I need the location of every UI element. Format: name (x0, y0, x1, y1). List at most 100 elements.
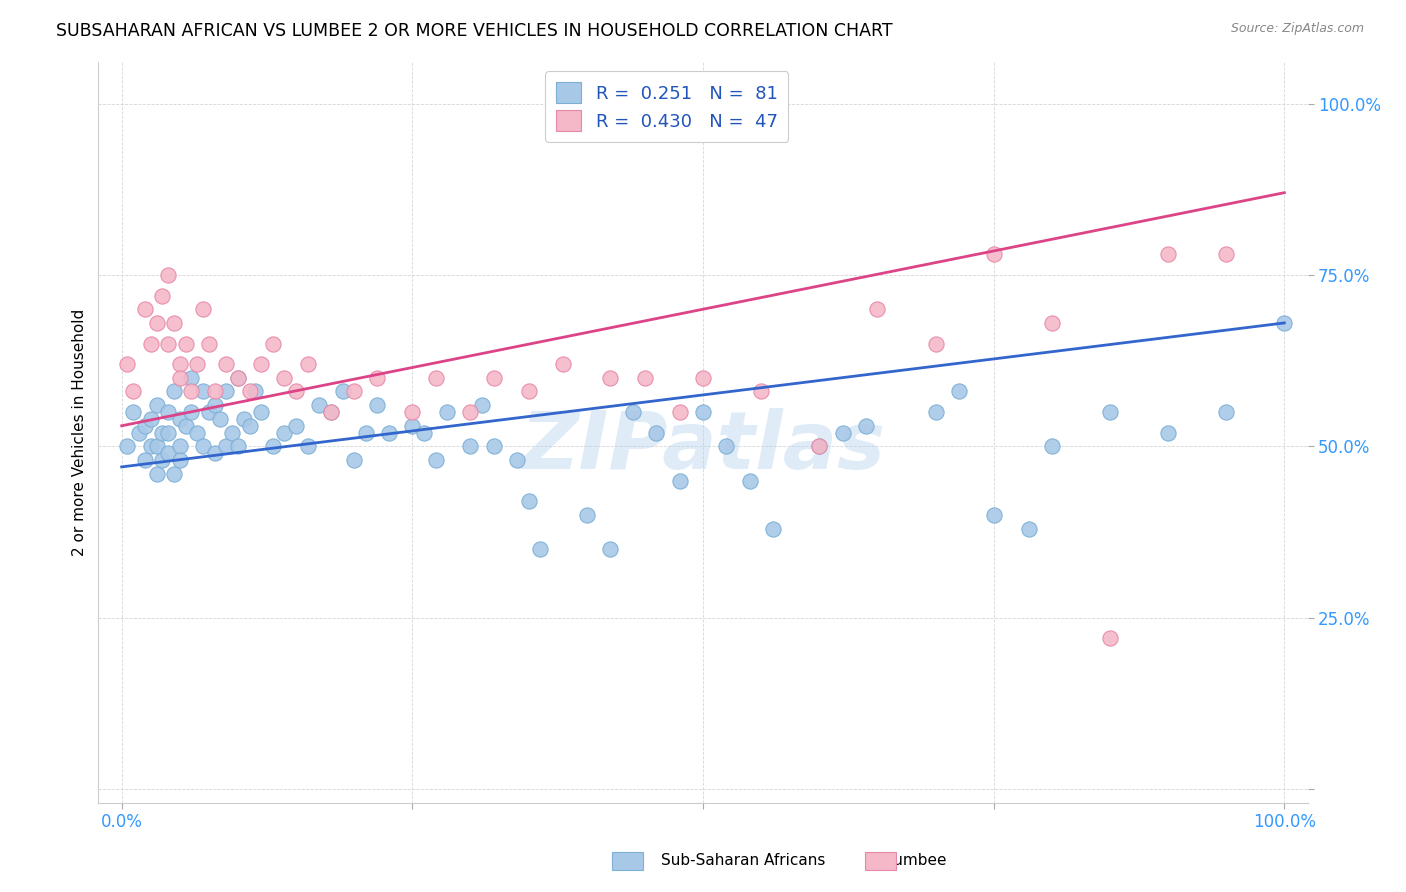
Point (668, 474, 690, 488)
Point (692, 371, 714, 385)
Point (186, 425, 208, 440)
Point (948, 384, 970, 399)
Point (621, 405, 644, 419)
Point (204, 384, 226, 399)
Point (145, 467, 167, 481)
Point (1215, 405, 1237, 419)
Point (134, 418, 156, 433)
Point (180, 371, 202, 385)
Text: ZIPatlas: ZIPatlas (520, 409, 886, 486)
Point (668, 405, 690, 419)
Point (226, 371, 249, 385)
Point (122, 405, 145, 419)
Point (599, 542, 621, 557)
Point (204, 398, 226, 412)
Point (762, 522, 785, 536)
Point (204, 446, 226, 460)
Point (1040, 439, 1063, 453)
Point (169, 371, 191, 385)
Point (180, 405, 202, 419)
Point (808, 439, 831, 453)
Point (273, 371, 295, 385)
Point (250, 405, 273, 419)
Point (366, 371, 388, 385)
Point (232, 412, 254, 426)
Point (163, 384, 186, 399)
Point (215, 439, 238, 453)
Point (983, 247, 1005, 261)
Point (319, 405, 342, 419)
Point (1040, 316, 1063, 330)
Point (517, 384, 540, 399)
Point (599, 371, 621, 385)
Point (425, 371, 447, 385)
Point (163, 467, 186, 481)
Point (239, 384, 262, 399)
Point (174, 418, 197, 433)
Point (239, 418, 262, 433)
Point (482, 439, 505, 453)
Point (215, 384, 238, 399)
Point (157, 405, 180, 419)
Point (169, 439, 191, 453)
Point (425, 453, 447, 467)
Text: Source: ZipAtlas.com: Source: ZipAtlas.com (1230, 22, 1364, 36)
Point (145, 316, 167, 330)
Point (308, 398, 330, 412)
Point (343, 384, 366, 399)
Point (285, 384, 308, 399)
Point (749, 384, 772, 399)
Point (1018, 522, 1040, 536)
Point (343, 453, 366, 467)
Point (117, 439, 139, 453)
Point (866, 302, 889, 317)
Point (297, 357, 319, 371)
Point (145, 398, 167, 412)
Point (191, 384, 214, 399)
Point (1215, 247, 1237, 261)
Point (366, 398, 388, 412)
Point (354, 425, 377, 440)
Point (174, 336, 197, 351)
Point (262, 439, 284, 453)
Point (117, 357, 139, 371)
Y-axis label: 2 or more Vehicles in Household: 2 or more Vehicles in Household (72, 309, 87, 557)
Point (150, 425, 173, 440)
Point (1157, 425, 1180, 440)
Point (139, 439, 162, 453)
Point (319, 405, 342, 419)
Point (634, 371, 657, 385)
Point (186, 357, 208, 371)
Point (460, 439, 482, 453)
Point (157, 446, 180, 460)
Point (134, 302, 156, 317)
Point (226, 371, 249, 385)
Point (471, 398, 494, 412)
Point (122, 384, 145, 399)
Point (145, 439, 167, 453)
Point (436, 405, 458, 419)
Point (378, 425, 401, 440)
Legend: R =  0.251   N =  81, R =  0.430   N =  47: R = 0.251 N = 81, R = 0.430 N = 47 (546, 71, 789, 142)
Point (692, 405, 714, 419)
Point (1157, 247, 1180, 261)
Point (139, 336, 162, 351)
Point (180, 384, 202, 399)
Text: Lumbee: Lumbee (886, 854, 948, 868)
Point (245, 384, 267, 399)
Point (198, 405, 221, 419)
Point (924, 336, 946, 351)
Point (553, 357, 575, 371)
Text: Sub-Saharan Africans: Sub-Saharan Africans (661, 854, 825, 868)
Point (482, 371, 505, 385)
Point (198, 336, 221, 351)
Point (401, 418, 423, 433)
Point (221, 425, 243, 440)
Point (128, 425, 150, 440)
Text: SUBSAHARAN AFRICAN VS LUMBEE 2 OR MORE VEHICLES IN HOUSEHOLD CORRELATION CHART: SUBSAHARAN AFRICAN VS LUMBEE 2 OR MORE V… (56, 22, 893, 40)
Point (215, 357, 238, 371)
Point (169, 357, 191, 371)
Point (332, 384, 354, 399)
Point (157, 268, 180, 282)
Point (150, 453, 173, 467)
